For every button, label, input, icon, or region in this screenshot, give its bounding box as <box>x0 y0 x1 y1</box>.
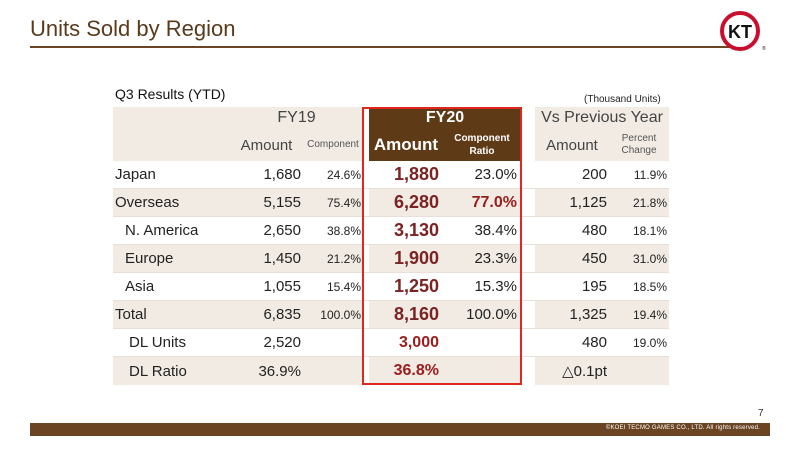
cell-vs-pct: 11.9% <box>609 161 669 189</box>
cell-fy20-ratio: 77.0% <box>443 189 521 217</box>
cell-vs-amount: 195 <box>535 273 609 301</box>
col-header-fy19-amount: Amount <box>230 129 303 161</box>
table-row: DL Units 2,520 3,000 480 19.0% <box>113 329 669 357</box>
cell-fy20-amount: 1,900 <box>369 245 443 273</box>
svg-text:®: ® <box>762 45 766 52</box>
table-row: Total 6,835 100.0% 8,160 100.0% 1,325 19… <box>113 301 669 329</box>
cell-vs-pct: 21.8% <box>609 189 669 217</box>
row-label: Europe <box>113 245 230 273</box>
col-header-vs-pct: Percent Change <box>609 129 669 161</box>
cell-fy20-ratio: 100.0% <box>443 301 521 329</box>
col-header-fy20-ratio: Component Ratio <box>443 129 521 161</box>
cell-fy19-ratio <box>303 329 363 357</box>
table-row: Europe 1,450 21.2% 1,900 23.3% 450 31.0% <box>113 245 669 273</box>
row-label: DL Ratio <box>113 357 230 385</box>
cell-vs-amount: 450 <box>535 245 609 273</box>
header-blank <box>113 107 230 129</box>
table-row: DL Ratio 36.9% 36.8% △0.1pt <box>113 357 669 385</box>
col-header-fy20-amount: Amount <box>369 129 443 161</box>
col-header-vs-amount: Amount <box>535 129 609 161</box>
row-label: DL Units <box>113 329 230 357</box>
cell-fy20-amount: 8,160 <box>369 301 443 329</box>
cell-fy20-ratio <box>443 329 521 357</box>
copyright-text: ©KOEI TECMO GAMES CO., LTD. All rights r… <box>605 425 760 431</box>
cell-vs-amount: 480 <box>535 217 609 245</box>
cell-vs-pct: 31.0% <box>609 245 669 273</box>
cell-fy19-ratio: 21.2% <box>303 245 363 273</box>
cell-fy20-ratio: 15.3% <box>443 273 521 301</box>
cell-fy20-amount: 3,130 <box>369 217 443 245</box>
cell-vs-pct: 18.5% <box>609 273 669 301</box>
cell-fy19-ratio: 24.6% <box>303 161 363 189</box>
cell-vs-amount: 480 <box>535 329 609 357</box>
table-row: Overseas 5,155 75.4% 6,280 77.0% 1,125 2… <box>113 189 669 217</box>
row-label: Asia <box>113 273 230 301</box>
cell-fy20-ratio <box>443 357 521 385</box>
cell-fy19-amount: 1,450 <box>230 245 303 273</box>
cell-fy19-amount: 5,155 <box>230 189 303 217</box>
footer-bar: ©KOEI TECMO GAMES CO., LTD. All rights r… <box>30 423 770 436</box>
cell-vs-pct <box>609 357 669 385</box>
cell-fy20-amount: 3,000 <box>369 329 443 357</box>
cell-fy19-ratio <box>303 357 363 385</box>
cell-fy19-ratio: 15.4% <box>303 273 363 301</box>
group-header-vs: Vs Previous Year <box>535 107 669 129</box>
cell-fy19-ratio: 100.0% <box>303 301 363 329</box>
cell-fy19-amount: 1,055 <box>230 273 303 301</box>
cell-vs-amount: 200 <box>535 161 609 189</box>
cell-fy20-ratio: 23.0% <box>443 161 521 189</box>
units-note: (Thousand Units) <box>584 94 661 105</box>
group-header-fy20: FY20 <box>369 107 521 129</box>
logo-letters: KT <box>728 22 752 42</box>
page-number: 7 <box>758 408 764 419</box>
cell-fy20-ratio: 23.3% <box>443 245 521 273</box>
units-sold-table: FY19 FY20 Vs Previous Year Amount Compon… <box>113 107 669 385</box>
cell-fy20-ratio: 38.4% <box>443 217 521 245</box>
cell-fy19-amount: 36.9% <box>230 357 303 385</box>
cell-fy19-ratio: 38.8% <box>303 217 363 245</box>
cell-fy20-amount: 1,880 <box>369 161 443 189</box>
cell-fy20-amount: 36.8% <box>369 357 443 385</box>
row-label: Japan <box>113 161 230 189</box>
row-label: N. America <box>113 217 230 245</box>
row-label: Total <box>113 301 230 329</box>
cell-fy19-amount: 6,835 <box>230 301 303 329</box>
cell-vs-pct: 18.1% <box>609 217 669 245</box>
table-row: Asia 1,055 15.4% 1,250 15.3% 195 18.5% <box>113 273 669 301</box>
cell-vs-pct: 19.4% <box>609 301 669 329</box>
cell-fy19-ratio: 75.4% <box>303 189 363 217</box>
group-header-fy19: FY19 <box>230 107 363 129</box>
col-header-fy19-ratio: Component <box>303 129 363 161</box>
cell-fy19-amount: 1,680 <box>230 161 303 189</box>
page-title: Units Sold by Region <box>30 16 236 41</box>
cell-vs-amount: 1,325 <box>535 301 609 329</box>
cell-vs-pct: 19.0% <box>609 329 669 357</box>
koei-tecmo-logo-icon: KT ® <box>720 11 766 52</box>
table-row: Japan 1,680 24.6% 1,880 23.0% 200 11.9% <box>113 161 669 189</box>
cell-vs-amount: △0.1pt <box>535 357 609 385</box>
title-divider <box>30 46 730 48</box>
cell-fy19-amount: 2,650 <box>230 217 303 245</box>
cell-vs-amount: 1,125 <box>535 189 609 217</box>
cell-fy20-amount: 6,280 <box>369 189 443 217</box>
cell-fy19-amount: 2,520 <box>230 329 303 357</box>
table-caption: Q3 Results (YTD) <box>115 86 226 102</box>
row-label: Overseas <box>113 189 230 217</box>
cell-fy20-amount: 1,250 <box>369 273 443 301</box>
table-row: N. America 2,650 38.8% 3,130 38.4% 480 1… <box>113 217 669 245</box>
